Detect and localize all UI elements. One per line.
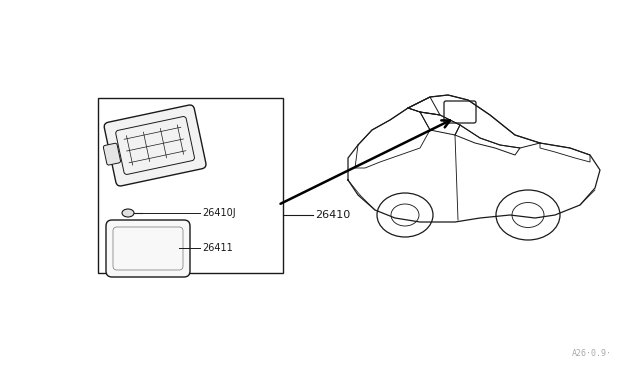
Bar	[98, 98, 283, 273]
FancyBboxPatch shape	[106, 220, 190, 277]
Ellipse shape	[377, 193, 433, 237]
Ellipse shape	[391, 204, 419, 226]
Text: 26410J: 26410J	[202, 208, 236, 218]
FancyBboxPatch shape	[444, 101, 476, 123]
Ellipse shape	[122, 209, 134, 217]
Text: 26411: 26411	[202, 243, 233, 253]
Text: A26·0.9·: A26·0.9·	[572, 349, 612, 358]
FancyBboxPatch shape	[104, 105, 206, 186]
Ellipse shape	[512, 202, 544, 228]
Text: 26410: 26410	[315, 210, 350, 220]
FancyBboxPatch shape	[104, 143, 120, 165]
Ellipse shape	[496, 190, 560, 240]
